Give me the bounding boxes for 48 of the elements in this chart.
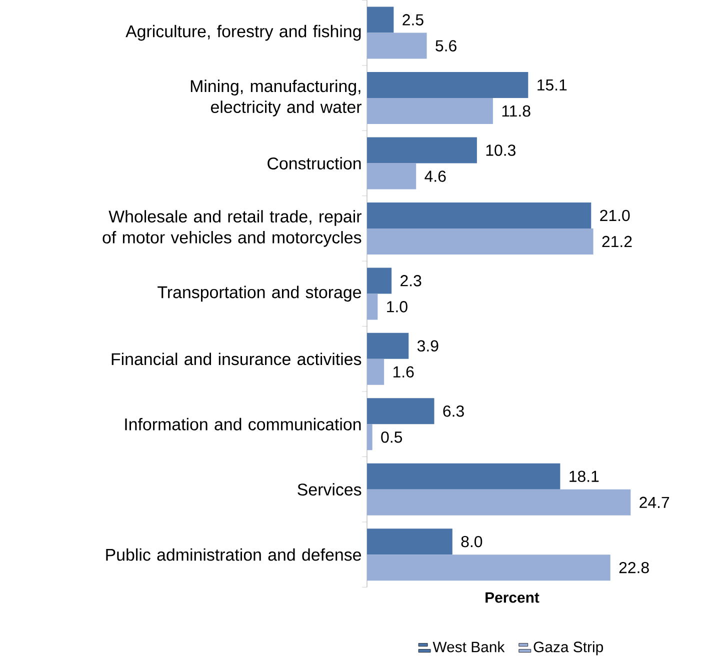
bar	[367, 332, 409, 359]
bar	[367, 32, 427, 59]
data-label: 21.0	[600, 210, 630, 222]
bar	[367, 554, 610, 580]
bar	[367, 489, 631, 516]
bar	[367, 228, 594, 254]
x-axis-title: Percent	[486, 592, 540, 603]
bar	[367, 398, 434, 424]
y-tick-label: Wholesale and retail trade, repair of motor vehicles and motorcycles	[102, 210, 362, 247]
y-tick-label: Public administration and defense	[106, 548, 362, 561]
y-tick-label: Agriculture, forestry and fishing	[126, 24, 361, 41]
data-label: 3.9	[417, 340, 438, 352]
y-tick-label: Construction	[268, 156, 361, 170]
data-label: 18.1	[570, 470, 599, 482]
legend-label: Gaza Strip	[534, 641, 603, 656]
y-tick-label: Services	[298, 483, 362, 496]
data-label: 0.5	[381, 431, 402, 443]
data-label: 10.3	[486, 144, 516, 156]
y-tick-label: Mining, manufacturing, electricity and water	[190, 80, 362, 116]
legend-label: West Bank	[432, 641, 505, 652]
data-label: 21.2	[602, 236, 632, 247]
data-label: 1.6	[393, 366, 414, 378]
bar	[367, 163, 416, 190]
data-label: 5.6	[436, 40, 456, 52]
data-label: 24.7	[640, 496, 670, 508]
bar	[367, 202, 592, 228]
data-label: 8.0	[461, 536, 482, 548]
data-label: 4.6	[424, 170, 446, 182]
bar	[367, 358, 384, 385]
bar	[367, 98, 493, 124]
bar	[367, 6, 394, 33]
bar	[367, 268, 392, 294]
y-tick-label: Financial and insurance activities	[112, 352, 362, 366]
y-tick-label: Transportation and storage	[158, 286, 362, 302]
bar	[367, 72, 528, 98]
bar	[367, 294, 378, 320]
bar	[367, 463, 560, 490]
bar	[367, 528, 452, 554]
data-label: 15.1	[538, 79, 567, 90]
data-label: 1.0	[387, 300, 408, 312]
y-tick-label: Information and communication	[125, 418, 361, 430]
bar	[367, 424, 372, 450]
data-label: 22.8	[619, 562, 649, 574]
data-label: 2.5	[402, 14, 424, 26]
data-label: 6.3	[443, 405, 464, 417]
data-label: 11.8	[502, 105, 530, 117]
data-label: 2.3	[400, 274, 422, 286]
bar	[367, 137, 477, 164]
